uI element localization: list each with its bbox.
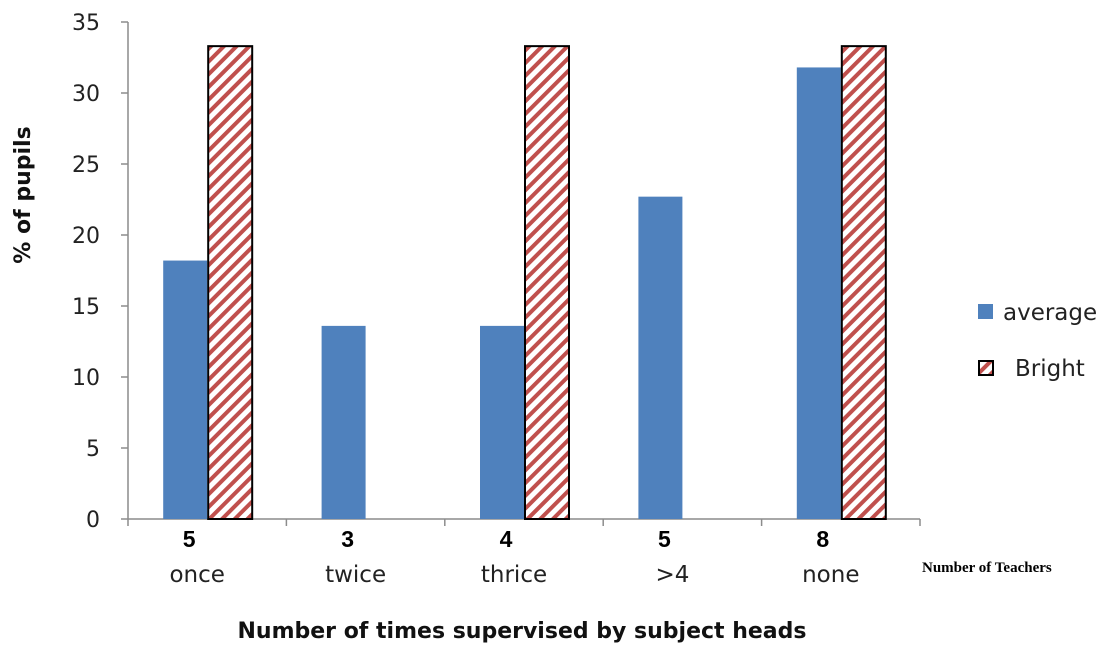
- legend-item-bright: Bright: [978, 356, 1085, 382]
- x-axis: [127, 518, 921, 526]
- y-tick-label: 35: [72, 11, 100, 36]
- legend-swatch-average: [978, 304, 993, 319]
- bar-bright-2: [524, 45, 570, 520]
- y-tick-label: 15: [72, 295, 100, 320]
- bar-average-4: [796, 67, 841, 519]
- x-axis-title: Number of times supervised by subject he…: [238, 619, 807, 644]
- legend-item-average: average: [978, 300, 1097, 326]
- bar-average-0: [163, 260, 208, 519]
- y-tick-label: 0: [86, 508, 100, 533]
- x-tick-label: once: [169, 562, 224, 588]
- legend-swatch-bright: [978, 360, 994, 376]
- bar-average-3: [638, 196, 683, 519]
- y-tick-label: 30: [72, 82, 100, 107]
- teacher-count-label: 4: [500, 526, 513, 552]
- x-tick-label: >4: [655, 562, 689, 588]
- y-tick-label: 20: [72, 224, 100, 249]
- bar-bright-0: [207, 45, 254, 520]
- bar-bright-4: [840, 45, 887, 520]
- teacher-count-label: 3: [341, 526, 354, 552]
- legend-label-bright: Bright: [1015, 356, 1085, 382]
- legend-label-average: average: [1003, 300, 1097, 326]
- y-tick-label: 25: [72, 153, 100, 178]
- y-axis: 0 5 10 15 20 25 30 35: [72, 11, 129, 533]
- bar-average-2: [480, 325, 524, 519]
- teacher-count-label: 5: [658, 526, 671, 552]
- y-axis-title: % of pupils: [11, 126, 36, 263]
- y-tick-label: 5: [86, 437, 100, 462]
- x-tick-label: none: [802, 562, 859, 588]
- legend: average Bright: [978, 300, 1097, 382]
- x-tick-label: thrice: [481, 562, 547, 588]
- x-tick-label: twice: [325, 562, 386, 588]
- teacher-count-label: 5: [183, 526, 196, 552]
- y-tick-label: 10: [72, 366, 100, 391]
- teacher-count-title: Number of Teachers: [922, 560, 1052, 576]
- bar-average-1: [321, 325, 366, 519]
- teacher-count-label: 8: [816, 526, 829, 552]
